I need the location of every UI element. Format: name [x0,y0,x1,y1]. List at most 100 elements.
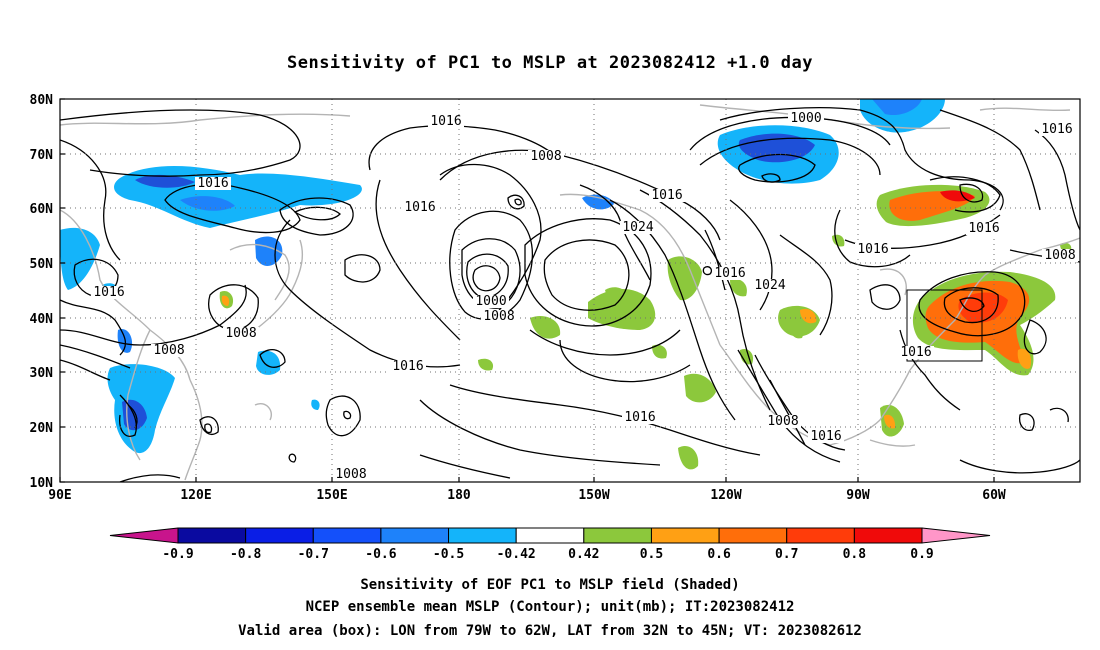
colorbar-label: 0.8 [843,547,867,562]
caption-line-2: NCEP ensemble mean MSLP (Contour); unit(… [306,599,795,615]
lon-tick-label: 90W [846,488,870,503]
lat-tick-label: 50N [30,257,54,272]
grid-lines [60,99,1080,482]
colorbar-label: 0.6 [707,547,731,562]
colorbar-swatch [312,527,382,544]
contour-label-bg [428,115,464,128]
contour-label-bg [195,177,231,190]
contour-label: 1016 [714,266,745,281]
colorbar-swatch [448,527,517,544]
contour-label-bg [855,243,891,256]
contour-label-bg [765,415,801,428]
contour-label-bg [481,310,517,323]
colorbar-label: 0.7 [775,547,798,562]
contour-label: 1008 [483,309,514,324]
caption-line-1: Sensitivity of EOF PC1 to MSLP field (Sh… [360,577,739,593]
contour-label: 1016 [404,200,435,215]
contour-label-bg [390,360,426,373]
colorbar-label: -0.9 [162,547,193,562]
contour-label: 1016 [900,345,931,360]
positive-sensitivity-area [530,315,561,339]
lat-tick-label: 70N [30,148,54,163]
positive-sensitivity-area [790,324,804,339]
negative-sensitivity-core [180,196,235,211]
contour-label-bg [752,279,788,292]
negative-sensitivity-area [114,165,362,228]
contour-label: 1008 [530,149,561,164]
lon-tick-label: 120E [180,488,211,503]
contour-label: 1008 [225,326,256,341]
lon-tick-label: 90E [48,488,71,503]
positive-sensitivity-area [588,288,656,330]
contour-label-bg [223,327,259,340]
lon-tick-label: 180 [447,488,471,503]
lon-tick-label: 120W [710,488,741,503]
contour-label: 1016 [1041,122,1072,137]
negative-sensitivity-area [60,227,100,290]
contour-label-bg [898,346,934,359]
colorbar-label: -0.42 [497,547,536,562]
contour-label: 1016 [197,176,228,191]
positive-sensitivity-core [884,414,896,429]
positive-sensitivity-area [605,287,628,303]
colorbar-swatch [786,527,855,544]
axis-ticks: 90E 120E 150E 180 150W 120W 90W 60W 80N 70N 60N 50N… [30,93,1006,503]
negative-sensitivity-core [872,99,922,116]
colorbar-label: -0.8 [230,547,261,562]
positive-sensitivity-area [832,234,845,247]
contour-labels: 1016 1000 1016 1016 1016 1016 1016 1008 1016 1008… [91,111,1078,482]
positive-sensitivity-area [678,446,699,470]
contour-label-bg [333,468,369,481]
contour-label-bg [808,430,844,443]
positive-sensitivity-core [800,308,817,324]
negative-sensitivity-area [311,399,320,410]
contour-label-bg [402,201,438,214]
contour-label-bg [622,411,658,424]
colorbar-label: 0.9 [910,547,933,562]
colorbar-label: -0.6 [365,547,396,562]
contour-label: 1008 [767,414,798,429]
positive-sensitivity-area [667,256,702,301]
contour-label: 1000 [475,294,506,309]
negative-sensitivity-area [582,194,614,210]
lat-tick-label: 10N [30,476,54,491]
lon-tick-label: 150W [578,488,609,503]
mslp-contours [60,107,1080,482]
map-panel: 1016 1000 1016 1016 1016 1016 1016 1008 1016 1008… [30,93,1081,503]
contour-label-bg [966,222,1002,235]
contour-label: 1000 [790,111,821,126]
lat-tick-label: 80N [30,93,54,108]
contour-label: 1016 [651,188,682,203]
colorbar-swatch [177,527,247,544]
colorbar-swatch [380,527,450,544]
contour-label: 1016 [392,359,423,374]
contour-label: 1016 [430,114,461,129]
contour-label-bg [528,150,564,163]
lat-tick-label: 30N [30,366,54,381]
colorbar-label: 0.5 [640,547,663,562]
caption-line-3: Valid area (box): LON from 79W to 62W, L… [238,623,862,639]
positive-sensitivity-area [1017,348,1032,369]
contour-label-bg [712,267,748,280]
lon-tick-label: 150E [316,488,347,503]
contour-label-bg [151,344,187,357]
colorbar-label: -0.7 [298,547,329,562]
map-frame [59,98,1081,483]
contour-label: 1016 [810,429,841,444]
contour-label: 1008 [153,343,184,358]
colorbar: -0.9 -0.8 -0.7 -0.6 -0.5 -0.42 0.42 0.5 0.6 0.7 0.… [109,527,991,562]
contour-label-bg [91,286,127,299]
contour-label: 1008 [1044,248,1075,263]
colorbar-label: -0.5 [433,547,464,562]
sensitivity-shading [60,99,1072,470]
colorbar-swatch [583,527,652,544]
colorbar-swatch [245,527,314,544]
colorbar-swatch [650,527,720,544]
contour-label: 1016 [624,410,655,425]
lat-tick-label: 20N [30,421,54,436]
valid-area-box [906,289,983,362]
contour-label-bg [649,189,685,202]
positive-sensitivity-area [478,358,494,371]
colorbar-high-arrow [921,527,991,544]
